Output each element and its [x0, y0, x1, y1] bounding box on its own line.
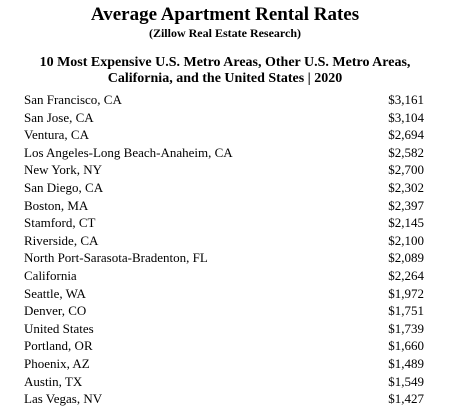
- table-row: Ventura, CA $2,694: [24, 126, 424, 144]
- page-title: Average Apartment Rental Rates: [90, 4, 360, 25]
- table-row: Riverside, CA $2,100: [24, 232, 424, 250]
- table-row: San Francisco, CA $3,161: [24, 91, 424, 109]
- metro-area-name: New York, NY: [24, 162, 103, 178]
- average-rent: $1,972: [388, 285, 424, 301]
- metro-area-name: San Jose, CA: [24, 109, 94, 125]
- table-row: Seattle, WA $1,972: [24, 285, 424, 303]
- metro-area-name: California: [24, 267, 77, 283]
- average-rent: $1,660: [388, 338, 424, 354]
- table-row: Austin, TX $1,549: [24, 373, 424, 391]
- table-row: United States $1,739: [24, 320, 424, 338]
- table-row: Las Vegas, NV $1,427: [24, 390, 424, 408]
- average-rent: $3,161: [388, 92, 424, 107]
- metro-area-name: Phoenix, AZ: [24, 355, 90, 371]
- metro-area-name: North Port-Sarasota-Bradenton, FL: [24, 250, 208, 266]
- table-row: Denver, CO $1,751: [24, 302, 424, 320]
- table-row: California $2,264: [24, 267, 424, 285]
- average-rent: $2,302: [388, 179, 424, 195]
- metro-area-name: United States: [24, 320, 94, 336]
- metro-area-name: Riverside, CA: [24, 232, 99, 248]
- average-rent: $2,700: [388, 162, 424, 178]
- metro-area-name: Las Vegas, NV: [24, 391, 103, 407]
- metro-area-name: Stamford, CT: [24, 215, 96, 231]
- average-rent: $2,089: [388, 250, 424, 266]
- metro-area-name: San Diego, CA: [24, 179, 104, 195]
- subtitle-line-1: 10 Most Expensive U.S. Metro Areas, Othe…: [39, 55, 411, 70]
- metro-area-name: San Francisco, CA: [24, 92, 122, 107]
- table-row: Boston, MA $2,397: [24, 197, 424, 215]
- source-note: (Zillow Real Estate Research): [148, 26, 302, 40]
- average-rent: $2,100: [388, 232, 424, 248]
- average-rent: $1,549: [388, 373, 424, 389]
- average-rent: $2,145: [388, 215, 424, 231]
- table-subtitle: 10 Most Expensive U.S. Metro Areas, Othe…: [0, 55, 450, 87]
- table-row: Portland, OR $1,660: [24, 337, 424, 355]
- average-rent: $3,104: [388, 109, 424, 125]
- average-rent: $2,397: [388, 197, 424, 213]
- average-rent: $2,582: [388, 144, 424, 160]
- average-rent: $2,694: [388, 127, 424, 143]
- table-row: Phoenix, AZ $1,489: [24, 355, 424, 373]
- table-row: Los Angeles-Long Beach-Anaheim, CA $2,582: [24, 144, 424, 162]
- average-rent: $1,427: [388, 391, 424, 407]
- table-row: San Jose, CA $3,104: [24, 109, 424, 127]
- table-row: Stamford, CT $2,145: [24, 214, 424, 232]
- table-row: New York, NY $2,700: [24, 161, 424, 179]
- average-rent: $1,489: [388, 355, 424, 371]
- metro-area-name: Denver, CO: [24, 303, 87, 319]
- subtitle-line-2: California, and the United States | 2020: [107, 71, 343, 86]
- metro-area-name: Boston, MA: [24, 197, 89, 213]
- metro-area-name: Portland, OR: [24, 338, 93, 354]
- metro-area-name: Los Angeles-Long Beach-Anaheim, CA: [24, 144, 233, 160]
- table-row: North Port-Sarasota-Bradenton, FL $2,089: [24, 249, 424, 267]
- average-rent: $1,739: [388, 320, 424, 336]
- metro-area-name: Seattle, WA: [24, 285, 86, 301]
- average-rent: $2,264: [388, 267, 424, 283]
- metro-area-name: Ventura, CA: [24, 127, 89, 143]
- average-rent: $1,751: [388, 303, 424, 319]
- rental-rate-list: San Francisco, CA $3,161 San Jose, CA $3,1…: [24, 91, 424, 408]
- metro-area-name: Austin, TX: [24, 373, 83, 389]
- table-row: San Diego, CA $2,302: [24, 179, 424, 197]
